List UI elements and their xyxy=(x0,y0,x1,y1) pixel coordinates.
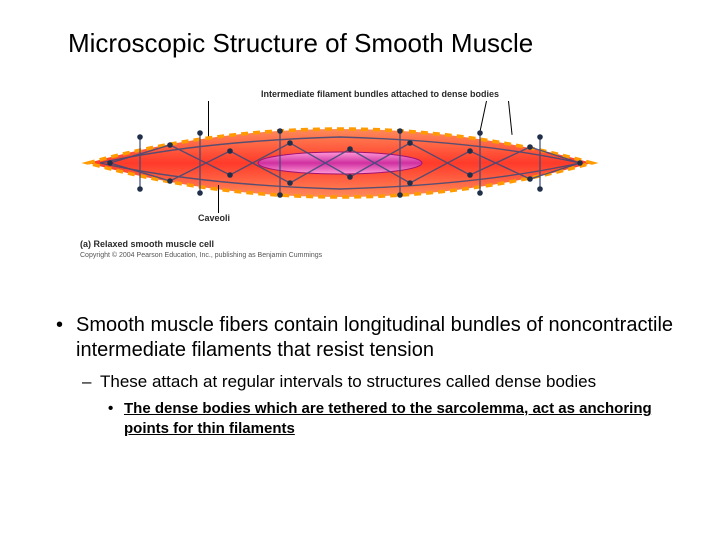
bullet-level-2: These attach at regular intervals to str… xyxy=(82,371,676,393)
bullet-level-1: Smooth muscle fibers contain longitudina… xyxy=(56,313,676,363)
smooth-muscle-cell-diagram xyxy=(80,123,600,203)
slide-title: Microscopic Structure of Smooth Muscle xyxy=(0,0,720,59)
caveoli-label: Caveoli xyxy=(198,213,230,223)
diagram-caption: (a) Relaxed smooth muscle cell xyxy=(80,239,214,249)
diagram-container: Intermediate filament bundles attached t… xyxy=(90,89,670,269)
bullet-level-3: The dense bodies which are tethered to t… xyxy=(108,399,676,440)
pointer-line xyxy=(218,185,219,213)
diagram-top-label: Intermediate filament bundles attached t… xyxy=(261,89,499,99)
bullet-list: Smooth muscle fibers contain longitudina… xyxy=(44,313,676,440)
copyright-text: Copyright © 2004 Pearson Education, Inc.… xyxy=(80,252,322,259)
